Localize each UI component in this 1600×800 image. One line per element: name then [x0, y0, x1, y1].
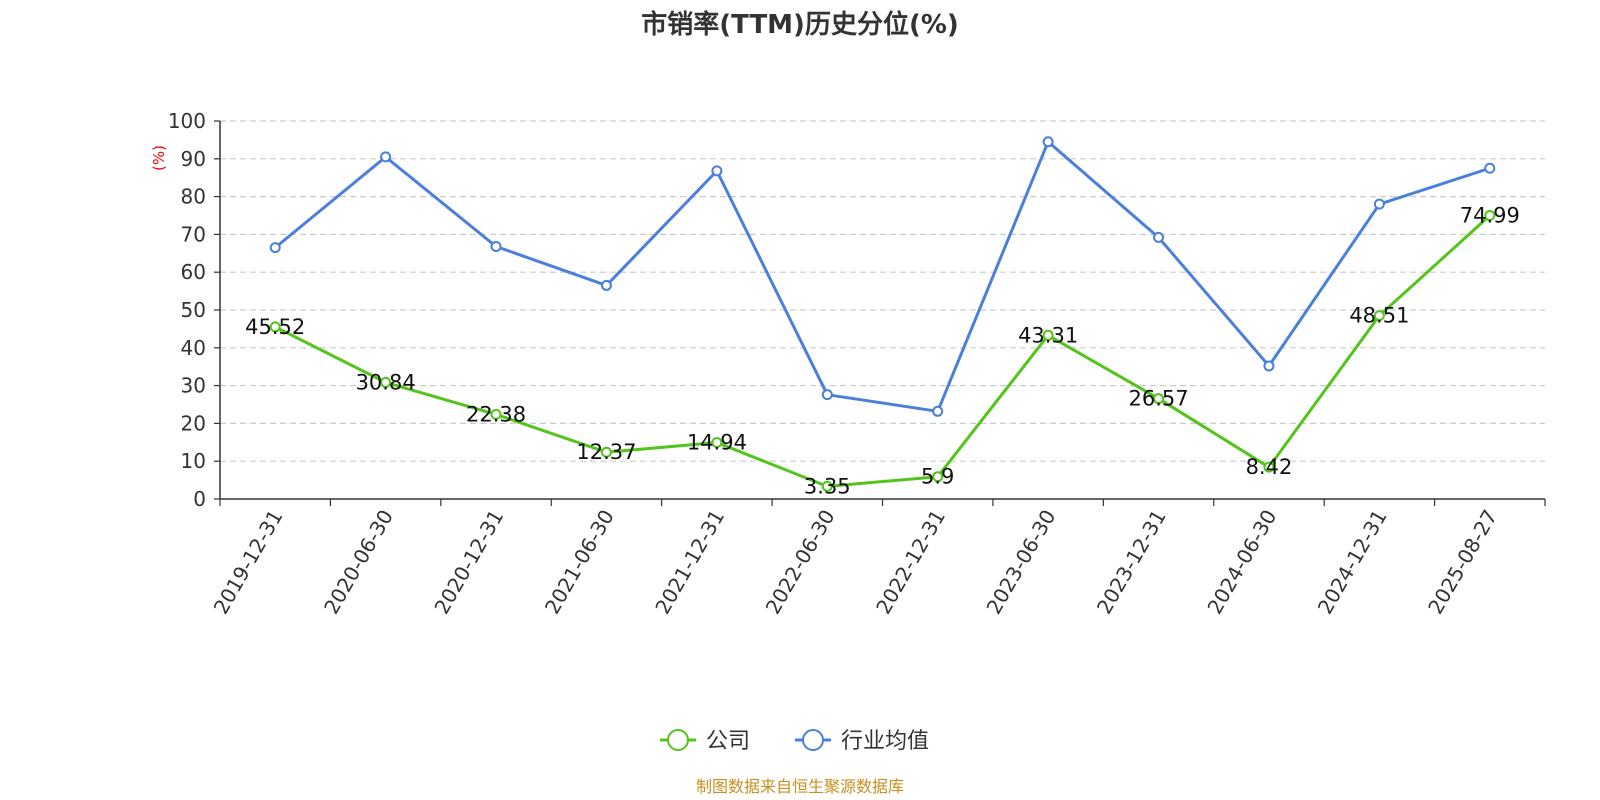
y-axis-label: (%) — [150, 145, 168, 171]
data-label: 74.99 — [1460, 204, 1520, 228]
data-point[interactable] — [380, 376, 392, 388]
y-tick-label: 90 — [181, 147, 206, 171]
data-point[interactable] — [380, 151, 392, 163]
data-point[interactable] — [490, 408, 502, 420]
data-label: 30.84 — [356, 370, 416, 394]
x-tick-label: 2023-12-31 — [1092, 506, 1171, 619]
legend-item-0[interactable]: 公司 — [660, 729, 750, 754]
data-point[interactable] — [821, 389, 833, 401]
data-label: 14.94 — [687, 431, 747, 455]
legend-marker — [667, 729, 689, 751]
data-label: 43.31 — [1018, 323, 1078, 347]
x-tick-label: 2022-06-30 — [761, 506, 840, 619]
data-point[interactable] — [1484, 162, 1496, 174]
grid-lines — [220, 120, 1545, 462]
x-tick-label: 2021-06-30 — [540, 506, 619, 619]
legend-label: 行业均值 — [841, 729, 929, 754]
y-tick-label: 70 — [181, 222, 206, 246]
data-point[interactable] — [1042, 136, 1054, 148]
data-label: 45.52 — [245, 315, 305, 339]
x-tick-label: 2020-12-31 — [429, 505, 508, 618]
data-point[interactable] — [1153, 231, 1165, 243]
data-point[interactable] — [1373, 310, 1385, 322]
data-point[interactable] — [1042, 329, 1054, 341]
x-tick-label: 2019-12-31 — [209, 506, 288, 619]
data-label: 3.35 — [804, 474, 851, 498]
data-labels: 45.52 30.84 22.38 12.37 14.94 3.35 5.9 43.31 26.… — [245, 204, 1520, 499]
data-point[interactable] — [1153, 393, 1165, 405]
data-point[interactable] — [1373, 198, 1385, 210]
data-point[interactable] — [490, 240, 502, 252]
y-tick-label: 30 — [181, 374, 206, 398]
y-tick-label: 100 — [168, 109, 206, 133]
series-line-1 — [274, 140, 1491, 413]
legend[interactable]: 公司 行业均值 — [660, 729, 929, 754]
data-label: 12.37 — [576, 440, 636, 464]
series-line-0 — [274, 214, 1491, 488]
x-tick-label: 2021-12-31 — [650, 506, 729, 619]
data-point[interactable] — [1484, 210, 1496, 222]
chart-title: 市销率(TTM)历史分位(%) — [641, 9, 959, 40]
data-label: 22.38 — [466, 402, 526, 426]
legend-marker — [802, 729, 824, 751]
y-tick-label: 40 — [181, 336, 206, 360]
x-tick-label: 2020-06-30 — [319, 506, 398, 619]
y-tick-label: 50 — [181, 298, 206, 322]
data-point[interactable] — [600, 279, 612, 291]
x-tick-label: 2025-08-27 — [1423, 506, 1502, 619]
data-point[interactable] — [600, 446, 612, 458]
x-tick-label: 2022-12-31 — [871, 505, 950, 618]
data-point[interactable] — [269, 242, 281, 254]
y-tick-label: 80 — [181, 185, 206, 209]
data-point[interactable] — [711, 437, 723, 449]
y-tick-label: 20 — [181, 411, 206, 435]
data-label: 8.42 — [1246, 455, 1293, 479]
data-point[interactable] — [1263, 360, 1275, 372]
y-tick-label: 60 — [181, 260, 206, 284]
data-point[interactable] — [1263, 461, 1275, 473]
data-point[interactable] — [821, 480, 833, 492]
legend-item-1[interactable]: 行业均值 — [795, 729, 929, 754]
x-tick-label: 2024-06-30 — [1202, 506, 1281, 619]
data-point[interactable] — [711, 165, 723, 177]
axes: 0 10 20 30 40 50 60 70 80 90 100 2019-12-31 2020-06-… — [168, 109, 1546, 619]
data-point[interactable] — [932, 471, 944, 483]
legend-label: 公司 — [706, 729, 750, 754]
x-tick-label: 2023-06-30 — [982, 506, 1061, 619]
data-label: 48.51 — [1349, 304, 1409, 328]
x-tick-label: 2024-12-31 — [1313, 506, 1392, 619]
y-tick-label: 10 — [181, 449, 206, 473]
data-point[interactable] — [269, 321, 281, 333]
series-layer — [269, 136, 1496, 492]
source-note: 制图数据来自恒生聚源数据库 — [696, 777, 904, 796]
data-point[interactable] — [932, 405, 944, 417]
data-label: 5.9 — [921, 465, 954, 489]
data-label: 26.57 — [1128, 387, 1188, 411]
y-tick-label: 0 — [193, 487, 206, 511]
